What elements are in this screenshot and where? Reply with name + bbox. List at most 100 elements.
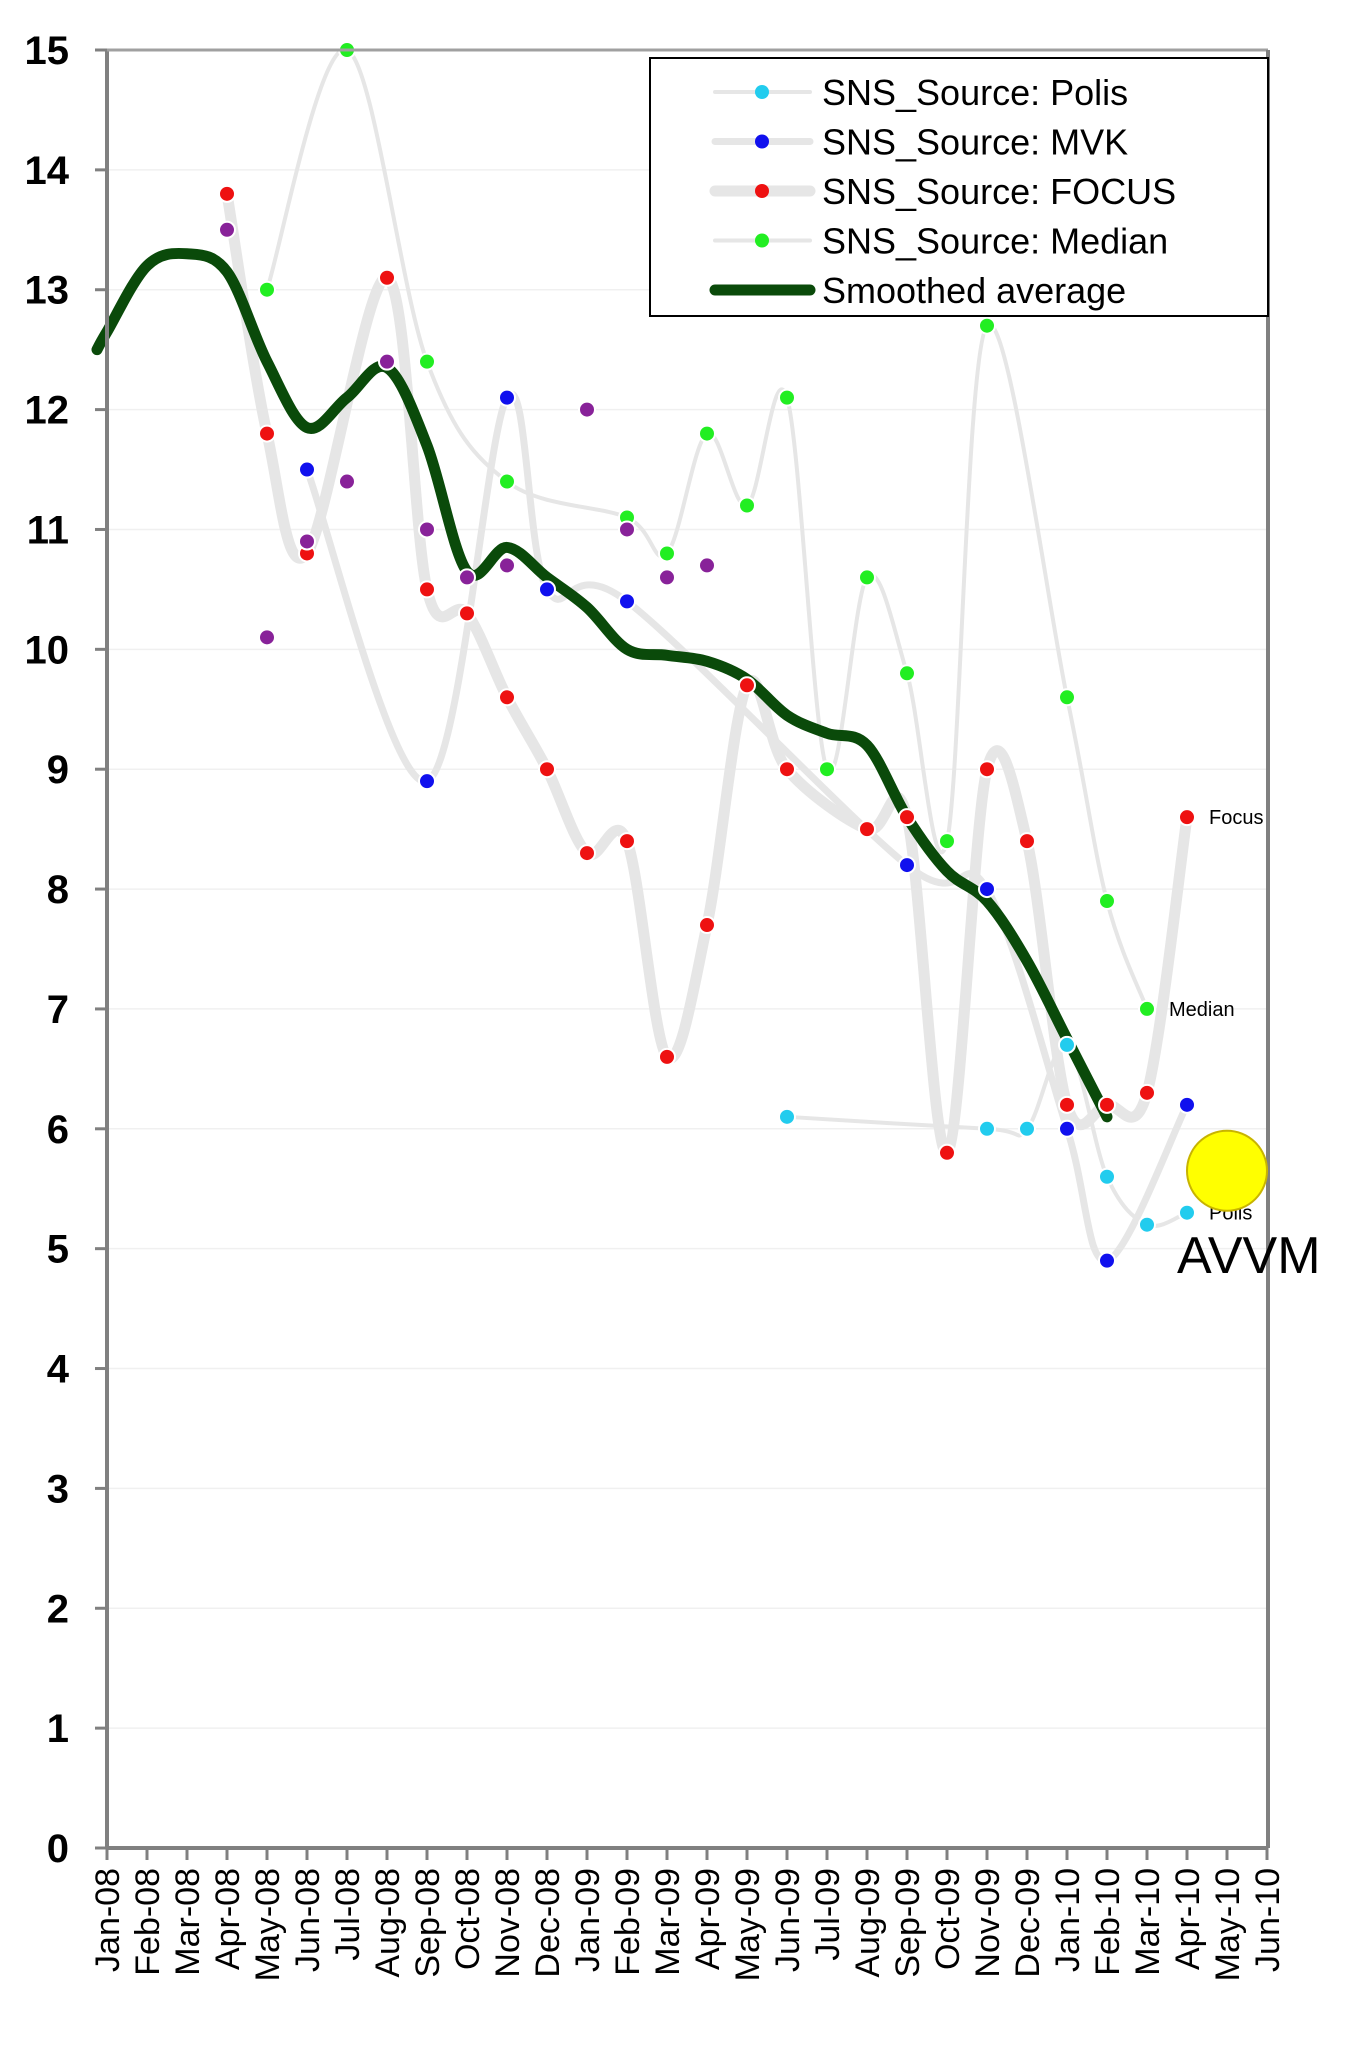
data-point — [1178, 1095, 1196, 1114]
data-point — [818, 760, 836, 779]
data-point — [418, 772, 436, 791]
data-point — [538, 580, 556, 599]
x-tick-label: Dec-09 — [1009, 1868, 1047, 1978]
data-point — [738, 676, 756, 695]
x-tick-label: Feb-08 — [129, 1868, 167, 1976]
x-tick-label: Jan-10 — [1049, 1868, 1087, 1972]
annotation-label: Focus — [1209, 807, 1263, 829]
data-point — [298, 532, 316, 551]
data-point — [778, 1107, 796, 1126]
y-tick-label: 6 — [47, 1108, 69, 1152]
data-point — [1098, 1095, 1116, 1114]
data-point — [218, 184, 236, 203]
data-point — [258, 280, 276, 299]
avvm-marker — [1186, 1129, 1268, 1212]
data-point — [418, 520, 436, 539]
data-point — [1058, 1119, 1076, 1138]
data-point — [338, 472, 356, 491]
data-point — [778, 760, 796, 779]
x-tick-label: Jun-08 — [289, 1868, 327, 1972]
legend-label: SNS_Source: Polis — [822, 72, 1128, 113]
y-tick-label: 2 — [47, 1587, 69, 1631]
x-tick-label: May-08 — [249, 1868, 287, 1981]
series-lines — [91, 47, 1193, 1265]
x-tick-label: Nov-09 — [969, 1868, 1007, 1978]
data-point — [1098, 1251, 1116, 1270]
x-tick-label: Mar-09 — [649, 1868, 687, 1976]
x-tick-label: Aug-09 — [849, 1868, 887, 1978]
x-tick-label: May-10 — [1209, 1868, 1247, 1981]
data-point — [618, 832, 636, 851]
data-point — [1018, 832, 1036, 851]
data-point — [458, 604, 476, 623]
x-tick-label: Mar-10 — [1129, 1868, 1167, 1976]
data-point — [618, 592, 636, 611]
data-point — [978, 760, 996, 779]
data-point — [378, 268, 396, 287]
data-point — [298, 460, 316, 479]
legend-label: SNS_Source: MVK — [822, 122, 1128, 163]
x-tick-label: Apr-10 — [1169, 1868, 1207, 1970]
y-tick-label: 11 — [27, 508, 69, 552]
series-line-3 — [265, 47, 1149, 1011]
y-tick-label: 9 — [47, 748, 69, 792]
x-tick-label: Feb-09 — [609, 1868, 647, 1976]
data-point — [218, 220, 236, 239]
data-point — [1058, 688, 1076, 707]
data-point — [418, 580, 436, 599]
y-tick-label: 14 — [25, 149, 70, 193]
axes — [95, 48, 1270, 1860]
data-point — [1058, 1095, 1076, 1114]
data-point — [1138, 1215, 1156, 1234]
data-point — [858, 568, 876, 587]
data-point — [698, 916, 716, 935]
data-point — [258, 424, 276, 443]
y-tick-label: 7 — [47, 988, 69, 1032]
data-point — [498, 556, 516, 575]
data-point — [658, 568, 676, 587]
data-point — [1178, 1203, 1196, 1222]
data-point — [538, 760, 556, 779]
x-tick-label: Jun-09 — [769, 1868, 807, 1972]
data-point — [1138, 999, 1156, 1018]
y-tick-label: 5 — [47, 1228, 69, 1272]
series-line-2 — [221, 188, 1193, 1159]
data-point — [258, 628, 276, 647]
data-point — [578, 844, 596, 863]
y-tick-label: 15 — [25, 29, 70, 73]
x-tick-label: May-09 — [729, 1868, 767, 1981]
legend-label: SNS_Source: FOCUS — [822, 171, 1176, 212]
data-point — [658, 1047, 676, 1066]
x-tick-label: Jul-08 — [329, 1868, 367, 1961]
y-tick-label: 13 — [25, 269, 70, 313]
x-tick-label: Sep-09 — [889, 1868, 927, 1978]
data-point — [1138, 1083, 1156, 1102]
y-tick-label: 12 — [25, 389, 70, 433]
data-point — [898, 856, 916, 875]
legend-swatch-marker — [755, 85, 769, 99]
data-point — [1098, 892, 1116, 911]
data-point — [938, 832, 956, 851]
data-point — [1018, 1119, 1036, 1138]
x-tick-label: Jul-09 — [809, 1868, 847, 1961]
data-point — [378, 352, 396, 371]
data-points — [218, 41, 1196, 1270]
data-point — [978, 1119, 996, 1138]
data-point — [938, 1143, 956, 1162]
y-tick-label: 8 — [47, 868, 69, 912]
legend-swatch-marker — [755, 233, 769, 248]
legend-label: SNS_Source: Median — [822, 221, 1168, 262]
data-point — [778, 388, 796, 407]
data-point — [698, 556, 716, 575]
annotation-label: Median — [1169, 999, 1235, 1021]
y-tick-label: 3 — [47, 1467, 69, 1511]
data-point — [978, 316, 996, 335]
data-point — [1098, 1167, 1116, 1186]
data-point — [738, 496, 756, 515]
x-tick-label: Apr-08 — [209, 1868, 247, 1970]
data-point — [618, 520, 636, 539]
